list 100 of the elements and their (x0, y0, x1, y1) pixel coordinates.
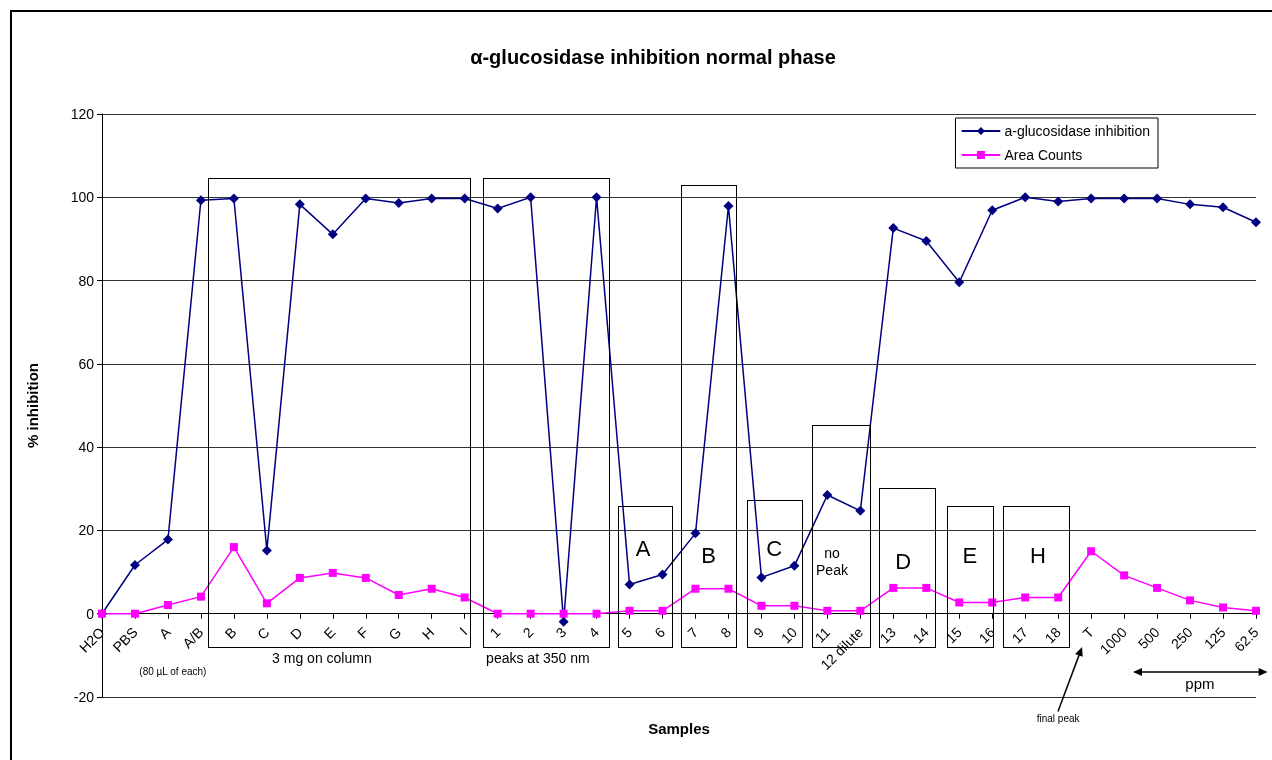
point (955, 598, 964, 607)
point (921, 236, 932, 247)
point (1054, 593, 1063, 602)
x-tick-label: 6 (651, 623, 669, 641)
x-tick-label: 3 (552, 623, 570, 641)
point (393, 198, 404, 209)
x-tick-label: 10 (777, 623, 801, 647)
point (789, 560, 800, 571)
point (261, 545, 272, 556)
point (459, 193, 470, 204)
point (1153, 583, 1162, 592)
point (195, 195, 206, 206)
x-tick-label: 11 (811, 623, 834, 646)
point (1185, 199, 1196, 210)
point (262, 599, 271, 608)
point (294, 199, 305, 210)
point (558, 616, 569, 627)
legend-label: Area Counts (1004, 147, 1083, 163)
annotation: ppm (1185, 674, 1215, 693)
x-tick-label: G (385, 624, 405, 644)
x-tick-label: T (1079, 623, 1098, 642)
x-tick-label: 18 (1041, 623, 1064, 647)
x-tick-label: F (354, 624, 372, 642)
point (228, 193, 239, 204)
point (492, 203, 503, 214)
x-tick-label: A/B (179, 624, 207, 652)
point (822, 490, 833, 501)
point (690, 528, 701, 539)
point (1252, 606, 1260, 615)
annotation: 3 mg on column (272, 649, 372, 667)
annotation: C (766, 535, 783, 562)
x-tick-label: I (456, 624, 471, 639)
x-tick-label: 5 (618, 623, 636, 641)
annotation: peaks at 350 nm (486, 649, 590, 667)
chart-title: α-glucosidase inhibition normal phase (470, 46, 836, 68)
point (856, 606, 865, 615)
x-tick-label: 1 (486, 623, 504, 641)
y-tick-label: 40 (78, 439, 95, 456)
point (624, 579, 635, 590)
x-tick-label: 8 (717, 623, 735, 641)
x-tick-label: H (418, 624, 438, 643)
x-tick-label: E (320, 624, 339, 642)
y-tick-label: 0 (86, 605, 95, 622)
point (987, 205, 998, 216)
point (1186, 596, 1195, 605)
point (129, 559, 140, 570)
x-tick-label: 14 (909, 623, 933, 647)
point (954, 277, 965, 288)
y-tick-label: -20 (73, 689, 95, 705)
y-tick-label: 100 (70, 189, 95, 206)
y-tick-label: 20 (78, 522, 95, 539)
point (1021, 593, 1030, 602)
point (525, 192, 536, 203)
point (658, 606, 667, 615)
point (657, 569, 668, 580)
annotation: E (962, 543, 978, 570)
annotation: A (635, 535, 651, 562)
x-tick-label: B (221, 624, 240, 642)
x-tick-label: 9 (750, 623, 768, 641)
point (360, 193, 371, 204)
point (460, 593, 469, 602)
point (229, 543, 238, 552)
point (1053, 196, 1064, 207)
point (723, 201, 734, 212)
point (756, 572, 767, 583)
point (295, 573, 304, 582)
point (162, 534, 173, 545)
point (691, 584, 700, 593)
point (1218, 202, 1229, 213)
point (361, 573, 370, 582)
point (427, 584, 436, 593)
y-tick-label: 60 (78, 355, 95, 372)
point (757, 601, 766, 610)
annotation: D (895, 549, 912, 576)
x-tick-label: 250 (1167, 623, 1196, 652)
point (724, 584, 733, 593)
point (625, 606, 634, 615)
x-tick-label: 17 (1008, 623, 1032, 647)
point (592, 609, 601, 618)
y-tick-label: 120 (70, 106, 95, 122)
x-tick-label: A (155, 623, 175, 642)
point (1119, 193, 1130, 204)
point (888, 223, 899, 234)
y-tick-label: 80 (78, 272, 95, 289)
point (327, 229, 338, 240)
x-tick-label: D (287, 624, 306, 643)
point (426, 193, 437, 204)
point (855, 505, 866, 516)
point (1251, 217, 1261, 228)
point (1087, 547, 1096, 556)
x-tick-label: 2 (519, 623, 537, 641)
x-tick-label: 500 (1134, 623, 1163, 652)
point (1086, 193, 1097, 204)
point (922, 583, 931, 592)
x-tick-label: 13 (876, 623, 900, 647)
point (163, 600, 172, 609)
point (1219, 603, 1228, 612)
x-tick-label: C (254, 624, 273, 643)
point (130, 609, 139, 618)
point (394, 590, 403, 599)
